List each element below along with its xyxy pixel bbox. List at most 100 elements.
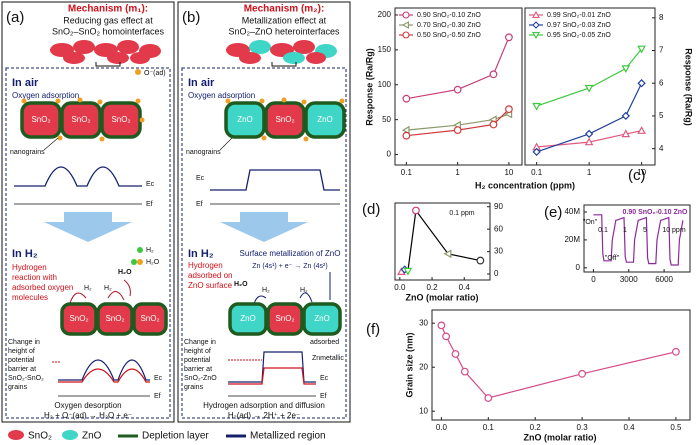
grain-label: SnO₂ [275,115,294,124]
data-point [584,129,594,139]
grain-cluster [50,40,161,67]
mechanism-title: Mechanism (m₁): [68,4,148,15]
note: ZnO surface [188,281,233,290]
x-tick-label: 0.1 [531,168,543,177]
data-point [578,369,587,378]
inner-box [5,67,171,419]
data-point [505,105,513,114]
note: SnO₂-SnO₂ [8,375,44,382]
y-tick-label: 10 [419,406,428,415]
legend-label: Depletion layer [142,431,209,442]
panel-border [177,1,351,423]
x-tick-label: 10 [637,168,646,177]
gas-label: H₂ [262,287,270,294]
nanograins-label: nanograins [10,149,45,156]
y-tick-label: 5 [659,111,664,120]
plot-frame [394,7,523,166]
panel-label: (a) [6,9,24,26]
legend-label: 0.97 SnO₂-0.03 ZnO [547,22,611,29]
annotation: "Off" [605,255,620,262]
y-tick-label: 90 [494,202,503,211]
legend-marker [532,10,540,18]
mechanism-subtitle: Metallization effect at [242,15,327,25]
plot-frame [524,7,656,166]
panel-border [1,1,175,423]
series-line [406,108,510,137]
y-tick-label: 8 [659,13,664,22]
series-line [401,208,481,273]
data-point [401,125,410,135]
y-axis-label: Grain size (nm) [404,332,414,397]
x-tick-label: 0.0 [436,423,448,432]
section-heading: In air [188,77,215,89]
grain-label: SnO₂ [71,115,90,124]
plot-frame [394,202,491,281]
mechanism-subtitle: SnO₂–ZnO heterointerfaces [228,26,340,36]
x-tick-label: 1 [455,168,460,177]
data-point [402,131,411,140]
x-tick-label: 0.0 [394,283,406,292]
reaction: Zn (4s¹) + e⁻ → Zn (4s²) [252,263,327,270]
data-point [489,120,498,129]
note: Hydrogen [188,261,223,270]
y-tick-label: 150 [378,45,392,54]
data-point [453,126,462,135]
note: Hydrogen [12,263,47,272]
note: height of [184,348,211,355]
annotation: 1 [623,227,627,234]
gas-legend: H₂ [146,247,154,254]
x-tick-label: 0.1 [483,423,495,432]
panel-label: (d) [362,201,380,218]
x-tick-label: 0.2 [426,283,438,292]
data-point [621,111,630,121]
grain-label: SnO₂ [31,115,50,124]
grain-label: SnO₂ [140,314,159,323]
mechanism-subtitle: SnO₂–SnO₂ homointerfaces [52,26,165,36]
annotation: 0.1 [598,227,608,234]
data-point [451,350,460,358]
legend-marker [401,21,409,29]
y-tick-label: 30 [494,247,503,256]
gas-label: H₂ [84,285,92,292]
note: potential [184,357,211,364]
gas-label: H₂O [234,281,248,288]
note: Change in [8,339,40,346]
grain-label: SnO₂ [105,314,124,323]
y-tick-label: 20 [419,362,428,371]
note: adsorbed oxygen [12,283,73,292]
y-tick-label: 4 [659,144,664,153]
band-label: Ef [196,201,203,208]
equation: H₂(ad) → 2H⁺ + 2e⁻ [228,411,300,420]
note: adsorbed on [188,271,232,280]
data-point [637,126,646,134]
panel-b: (b) Mechanism (m₂): Metallization effect… [177,1,351,423]
band-label: Ec [196,175,205,182]
data-point [637,45,646,54]
note: grains [8,384,28,391]
annotation: 0.1 ppm [449,210,474,217]
data-point [505,33,513,42]
band-label: Ec [154,375,163,382]
grain-label: ZnO [237,115,253,124]
x-tick-label: 0 [591,275,596,284]
series-line [406,37,510,100]
data-point [403,267,413,276]
band-label: Ec [320,375,329,382]
data-point [453,85,462,94]
y-tick-label: 0 [494,269,499,278]
y-tick-label: 60 [494,224,503,233]
data-point [442,332,450,341]
legend-label: SnO₂ [28,431,52,442]
mechanism-subtitle: Reducing gas effect at [63,15,153,25]
diagram-legend: SnO₂ ZnO Depletion layer Metallized regi… [8,430,326,442]
x-tick-label: 0.2 [530,423,542,432]
y-axis-label: Response (Ra/Rg) [364,48,374,126]
x-axis-label: ZnO (molar ratio) [405,292,478,302]
gas-label: H₂ [300,287,308,294]
band-label: Ef [320,393,327,400]
panel-a: (a) Mechanism (m₁): Reducing gas effect … [1,1,175,423]
legend-marker [402,11,410,19]
data-point [443,249,452,259]
adsorbed-label: adsorbed [310,339,339,346]
note: barrier at [184,366,212,373]
